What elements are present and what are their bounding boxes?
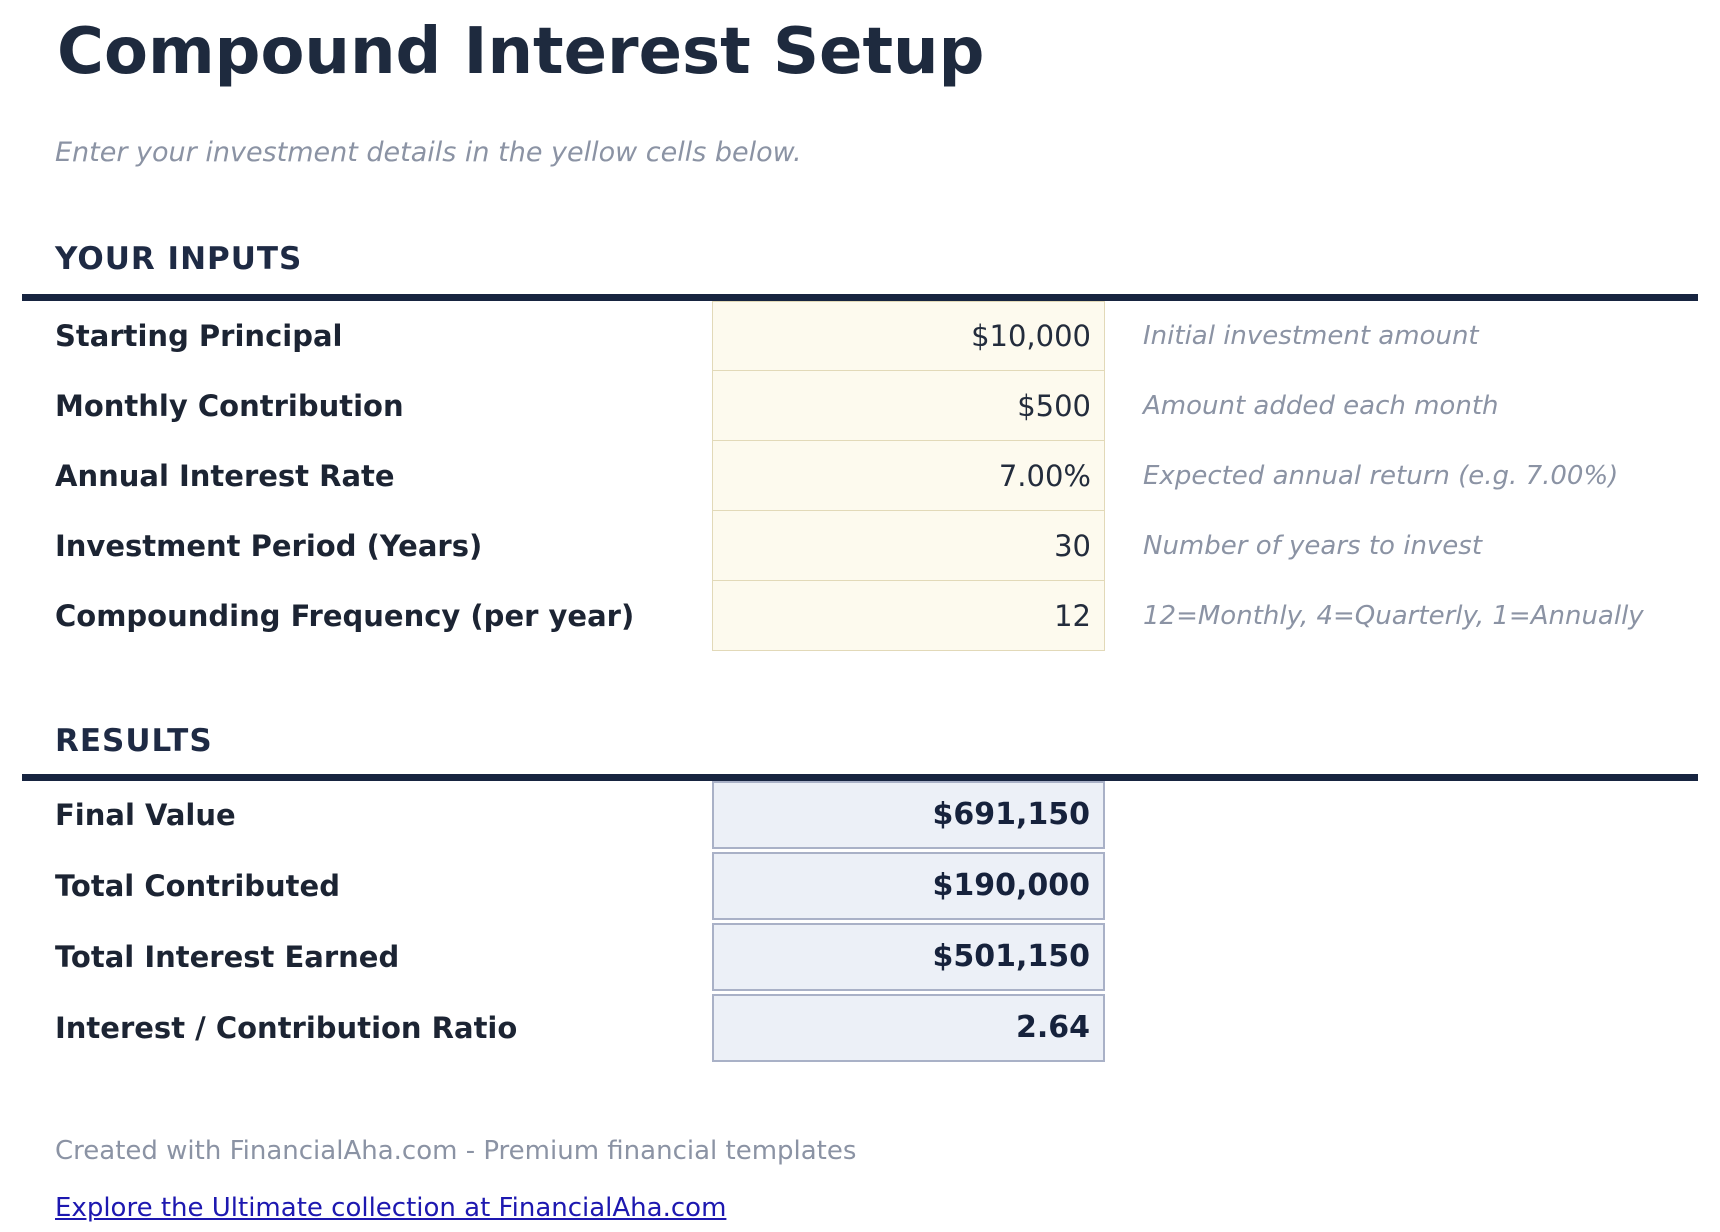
input-cell-starting-principal[interactable]: $10,000 (712, 301, 1105, 372)
result-label: Final Value (55, 797, 236, 832)
input-description: Amount added each month (1143, 391, 1499, 422)
page-subtitle: Enter your investment details in the yel… (55, 136, 802, 168)
inputs-section-heading: YOUR INPUTS (55, 241, 303, 278)
result-row-total-contributed: Total Contributed $190,000 (0, 851, 1720, 920)
result-cell-total-interest-earned: $501,150 (712, 922, 1105, 991)
result-label: Interest / Contribution Ratio (55, 1010, 518, 1045)
inputs-divider (22, 294, 1698, 302)
input-description: Initial investment amount (1143, 321, 1479, 352)
input-label: Annual Interest Rate (55, 459, 395, 494)
input-cell-monthly-contribution[interactable]: $500 (712, 371, 1105, 442)
input-label: Investment Period (Years) (55, 529, 483, 564)
result-row-interest-contribution-ratio: Interest / Contribution Ratio 2.64 (0, 993, 1720, 1062)
input-row-investment-period: Investment Period (Years) 30 Number of y… (0, 511, 1720, 582)
results-section-heading: RESULTS (55, 723, 213, 760)
page-title: Compound Interest Setup (57, 15, 985, 89)
result-row-final-value: Final Value $691,150 (0, 780, 1720, 849)
input-row-monthly-contribution: Monthly Contribution $500 Amount added e… (0, 371, 1720, 442)
result-cell-total-contributed: $190,000 (712, 851, 1105, 920)
result-cell-interest-contribution-ratio: 2.64 (712, 993, 1105, 1062)
result-cell-final-value: $691,150 (712, 780, 1105, 849)
input-description: 12=Monthly, 4=Quarterly, 1=Annually (1143, 601, 1644, 632)
result-label: Total Interest Earned (55, 939, 400, 974)
input-cell-compounding-frequency[interactable]: 12 (712, 581, 1105, 652)
financialaha-link[interactable]: Explore the Ultimate collection at Finan… (55, 1192, 727, 1223)
input-row-starting-principal: Starting Principal $10,000 Initial inves… (0, 301, 1720, 372)
input-description: Number of years to invest (1143, 531, 1483, 562)
result-row-total-interest-earned: Total Interest Earned $501,150 (0, 922, 1720, 991)
input-label: Monthly Contribution (55, 389, 404, 424)
input-label: Compounding Frequency (per year) (55, 599, 635, 634)
input-cell-investment-period[interactable]: 30 (712, 511, 1105, 582)
input-row-annual-interest-rate: Annual Interest Rate 7.00% Expected annu… (0, 441, 1720, 512)
footer-credit-text: Created with FinancialAha.com - Premium … (55, 1135, 857, 1166)
results-table: Final Value $691,150 Total Contributed $… (0, 780, 1720, 1062)
results-divider (22, 773, 1698, 781)
input-row-compounding-frequency: Compounding Frequency (per year) 12 12=M… (0, 581, 1720, 652)
inputs-table: Starting Principal $10,000 Initial inves… (0, 301, 1720, 652)
input-cell-annual-interest-rate[interactable]: 7.00% (712, 441, 1105, 512)
result-label: Total Contributed (55, 868, 340, 903)
input-description: Expected annual return (e.g. 7.00%) (1143, 461, 1619, 492)
input-label: Starting Principal (55, 319, 343, 354)
footer-link-row: Explore the Ultimate collection at Finan… (0, 1167, 1720, 1223)
